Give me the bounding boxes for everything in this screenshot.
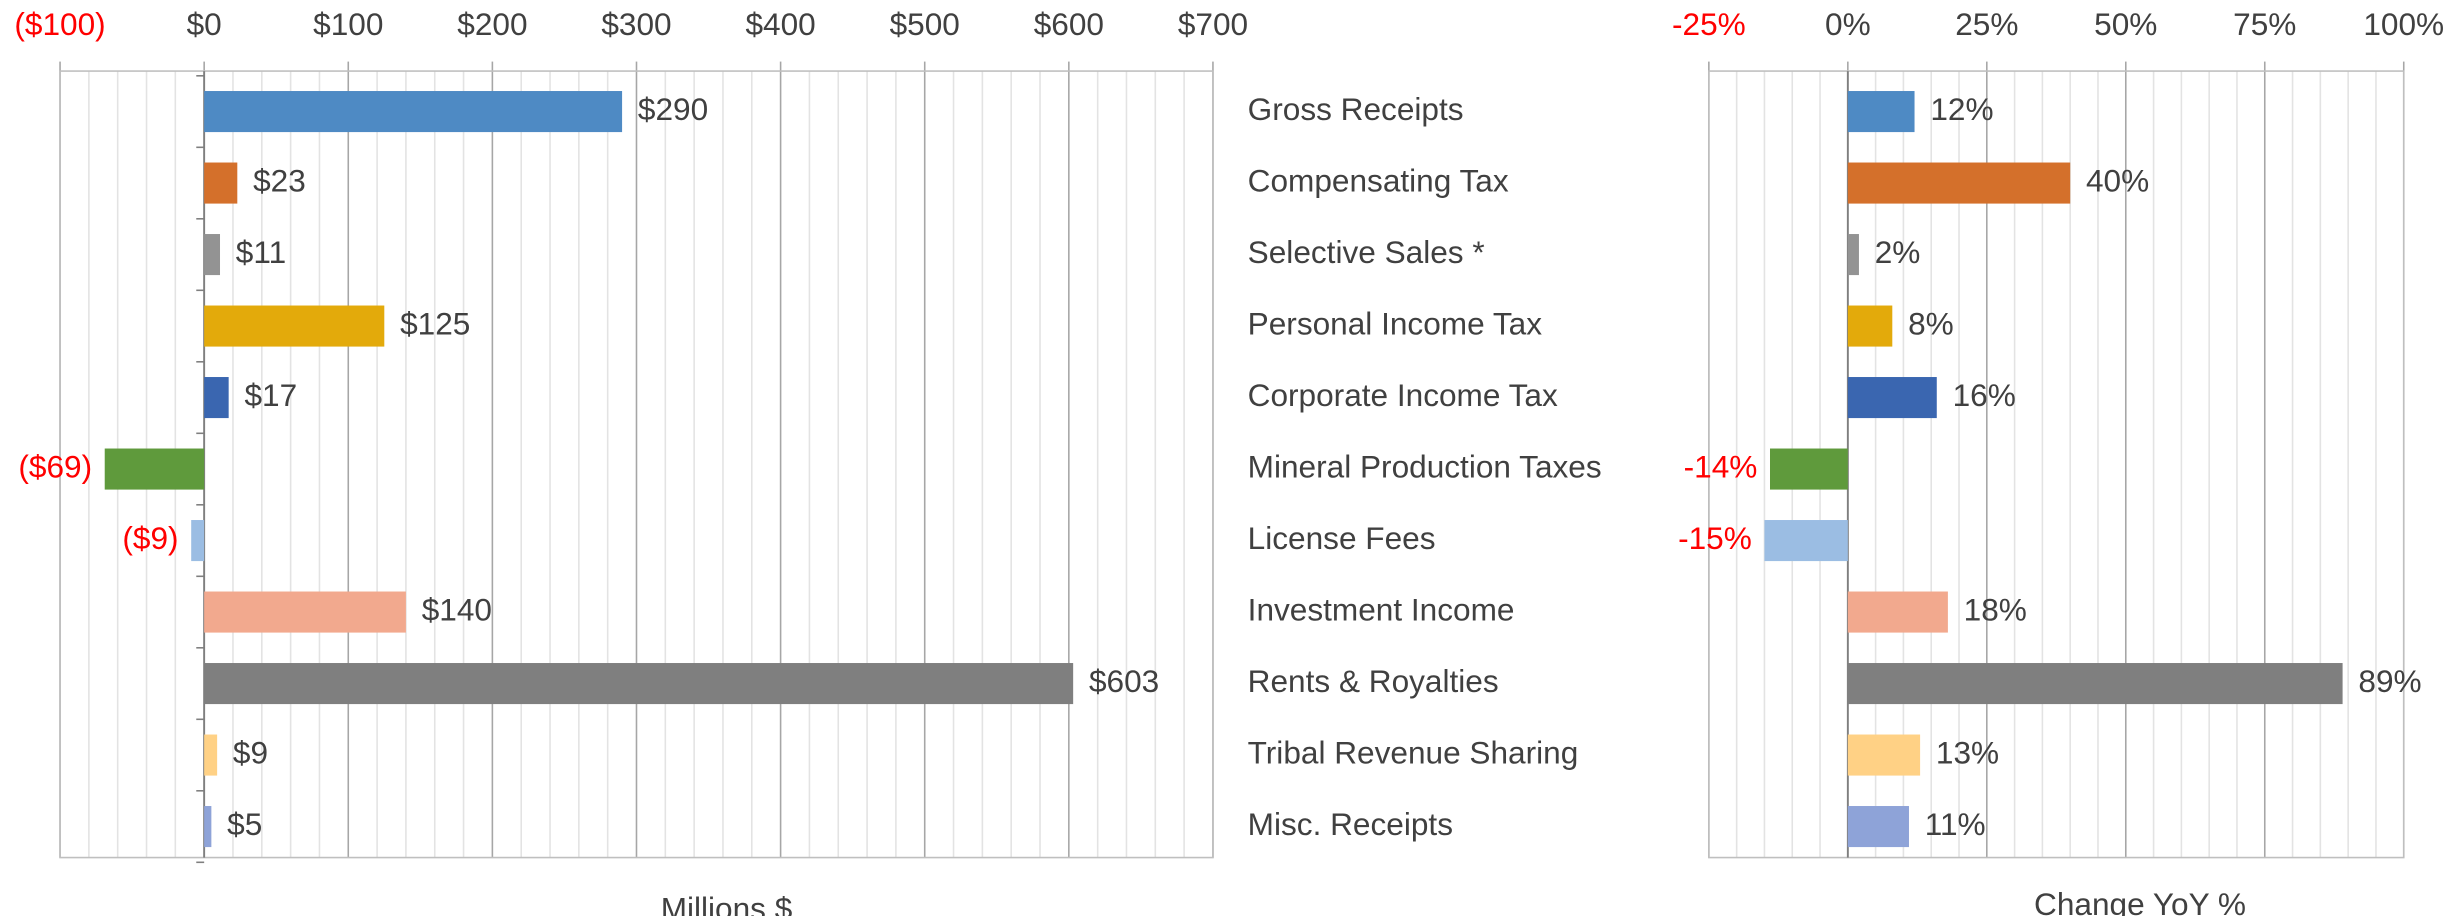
- bar: [104, 448, 205, 490]
- category-label: License Fees: [1248, 520, 1436, 556]
- data-label: $125: [400, 305, 470, 341]
- bar: [1847, 591, 1948, 633]
- x-tick-label: $500: [890, 6, 960, 42]
- data-label: 11%: [1925, 806, 1986, 842]
- bar: [204, 305, 385, 347]
- x-tick-label: 75%: [2233, 6, 2296, 42]
- plot-frame: [1708, 70, 2405, 859]
- data-label: $290: [638, 91, 708, 127]
- bar: [204, 663, 1074, 705]
- category-label: Investment Income: [1248, 591, 1515, 627]
- category-label: Mineral Production Taxes: [1248, 448, 1602, 484]
- data-label: 12%: [1930, 91, 1993, 127]
- data-label: $5: [227, 806, 262, 842]
- bar: [204, 91, 623, 133]
- data-label: 8%: [1908, 305, 1954, 341]
- bar: [1847, 305, 1893, 347]
- x-tick-label: $0: [187, 6, 222, 42]
- bar: [204, 377, 229, 419]
- x-tick-label: ($100): [14, 6, 105, 42]
- data-label: -15%: [1678, 520, 1752, 556]
- x-axis-label: Change YoY %: [2034, 886, 2246, 916]
- data-label: ($9): [122, 520, 178, 556]
- x-tick-label: $200: [457, 6, 527, 42]
- data-label: 40%: [2086, 162, 2149, 198]
- x-tick-label: $100: [313, 6, 383, 42]
- data-label: $603: [1089, 663, 1159, 699]
- x-tick-label: $600: [1034, 6, 1104, 42]
- data-label: 13%: [1936, 734, 1999, 770]
- x-tick-label: $700: [1178, 6, 1248, 42]
- x-tick-label: 25%: [1955, 6, 2018, 42]
- data-label: -14%: [1684, 448, 1758, 484]
- bar: [1847, 91, 1915, 133]
- bar: [204, 806, 212, 848]
- plot-frame: [59, 70, 1214, 859]
- bar: [1847, 162, 2071, 204]
- category-label: Gross Receipts: [1248, 91, 1464, 127]
- category-label: Personal Income Tax: [1248, 305, 1543, 341]
- x-tick-label: -25%: [1672, 6, 1746, 42]
- data-label: $140: [422, 591, 492, 627]
- data-label: $23: [253, 162, 306, 198]
- bar: [204, 234, 221, 276]
- x-tick-label: 100%: [2363, 6, 2444, 42]
- bar: [1847, 663, 2343, 705]
- data-label: 89%: [2358, 663, 2421, 699]
- bar: [1847, 806, 1909, 848]
- category-label: Selective Sales *: [1248, 234, 1485, 270]
- data-label: 18%: [1964, 591, 2027, 627]
- category-label: Rents & Royalties: [1248, 663, 1499, 699]
- x-tick-label: 50%: [2094, 6, 2157, 42]
- category-label: Misc. Receipts: [1248, 806, 1453, 842]
- bar: [1764, 520, 1848, 562]
- data-label: 16%: [1953, 377, 2016, 413]
- bar: [191, 520, 205, 562]
- data-label: $9: [233, 734, 268, 770]
- category-label: Corporate Income Tax: [1248, 377, 1558, 413]
- bar: [1847, 234, 1859, 276]
- x-axis-label: Millions $: [661, 891, 793, 916]
- bar: [204, 162, 238, 204]
- data-label: ($69): [18, 448, 92, 484]
- bar: [1847, 734, 1921, 776]
- bar: [204, 591, 406, 633]
- data-label: $11: [236, 234, 286, 270]
- x-tick-label: 0%: [1825, 6, 1871, 42]
- bar: [204, 734, 218, 776]
- data-label: 2%: [1875, 234, 1921, 270]
- bar: [1847, 377, 1937, 419]
- category-label: Compensating Tax: [1248, 162, 1509, 198]
- category-label: Tribal Revenue Sharing: [1248, 734, 1579, 770]
- data-label: $17: [244, 377, 297, 413]
- bar: [1769, 448, 1848, 490]
- x-tick-label: $400: [745, 6, 815, 42]
- x-tick-label: $300: [601, 6, 671, 42]
